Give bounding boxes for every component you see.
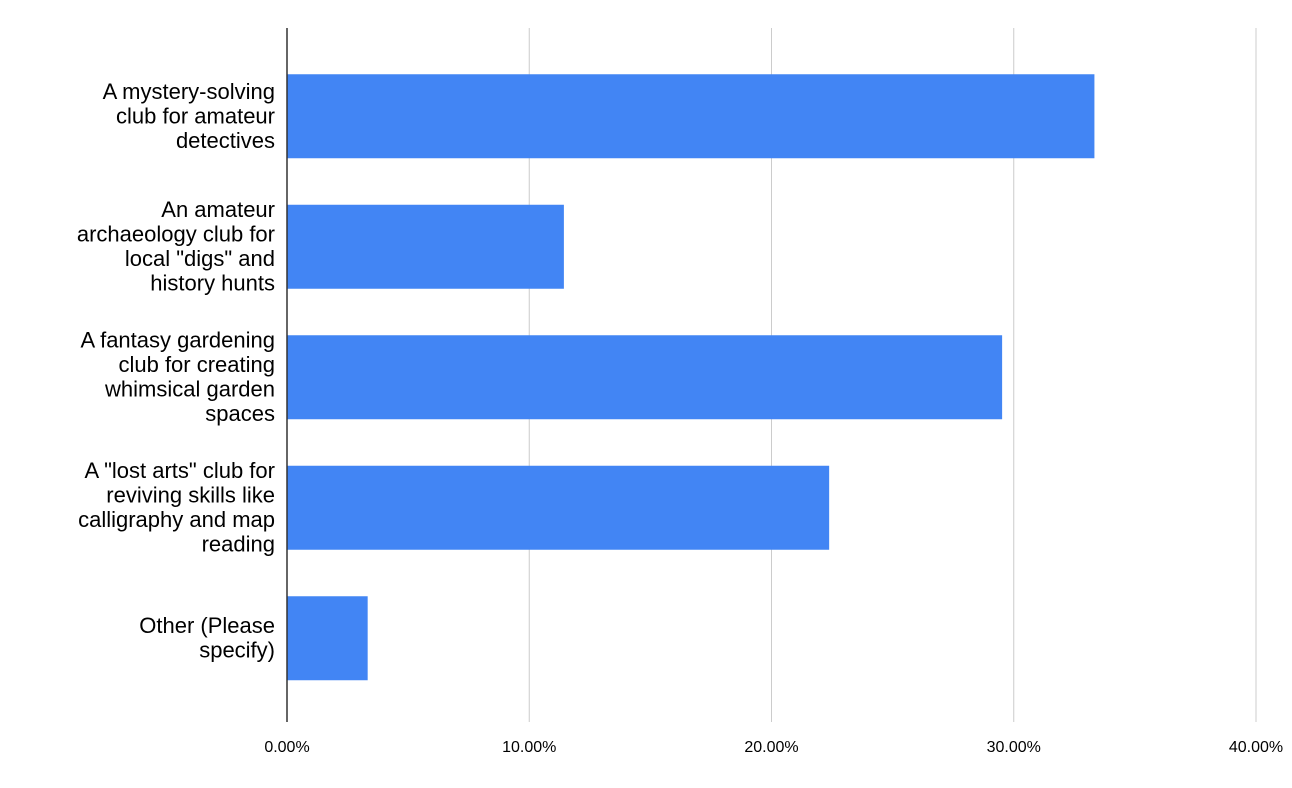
bar xyxy=(287,204,564,289)
category-label-line: An amateur xyxy=(161,197,275,222)
x-tick-label: 20.00% xyxy=(744,739,798,756)
x-tick-label: 10.00% xyxy=(502,739,556,756)
category-label-line: A mystery-solving xyxy=(103,79,275,104)
category-label-line: A "lost arts" club for xyxy=(85,458,275,483)
bar xyxy=(287,74,1095,159)
category-label-line: local "digs" and xyxy=(125,246,275,271)
category-label-line: club for amateur xyxy=(116,103,275,128)
x-tick-label: 0.00% xyxy=(264,739,309,756)
category-label-line: history hunts xyxy=(150,271,275,296)
bars xyxy=(287,74,1095,681)
category-label-line: specify) xyxy=(199,638,275,663)
x-tick-labels: 0.00% 10.00% 20.00% 30.00% 40.00% xyxy=(264,739,1283,756)
category-label-line: reviving skills like xyxy=(106,483,275,508)
bar xyxy=(287,335,1003,420)
category-label-line: A fantasy gardening xyxy=(81,328,275,353)
category-label-line: club for creating xyxy=(118,352,275,377)
category-label: An amateur archaeology club for local "dig… xyxy=(77,197,275,296)
category-label-line: archaeology club for xyxy=(77,222,275,247)
category-label: Other (Please specify) xyxy=(139,613,275,663)
category-label-line: whimsical garden xyxy=(104,377,275,402)
category-label-line: Other (Please xyxy=(139,613,275,638)
x-tick-label: 40.00% xyxy=(1229,739,1283,756)
x-tick-label: 30.00% xyxy=(987,739,1041,756)
bar xyxy=(287,596,368,681)
category-labels: A mystery-solving club for amateur detecti… xyxy=(77,79,275,663)
category-label-line: detectives xyxy=(176,128,275,153)
category-label-line: reading xyxy=(202,532,275,557)
bar xyxy=(287,465,830,550)
category-label-line: spaces xyxy=(205,401,275,426)
category-label-line: calligraphy and map xyxy=(78,507,275,532)
category-label: A fantasy gardening club for creating whim… xyxy=(81,328,275,427)
category-label: A "lost arts" club for reviving skills li… xyxy=(78,458,275,557)
category-label: A mystery-solving club for amateur detecti… xyxy=(103,79,275,153)
